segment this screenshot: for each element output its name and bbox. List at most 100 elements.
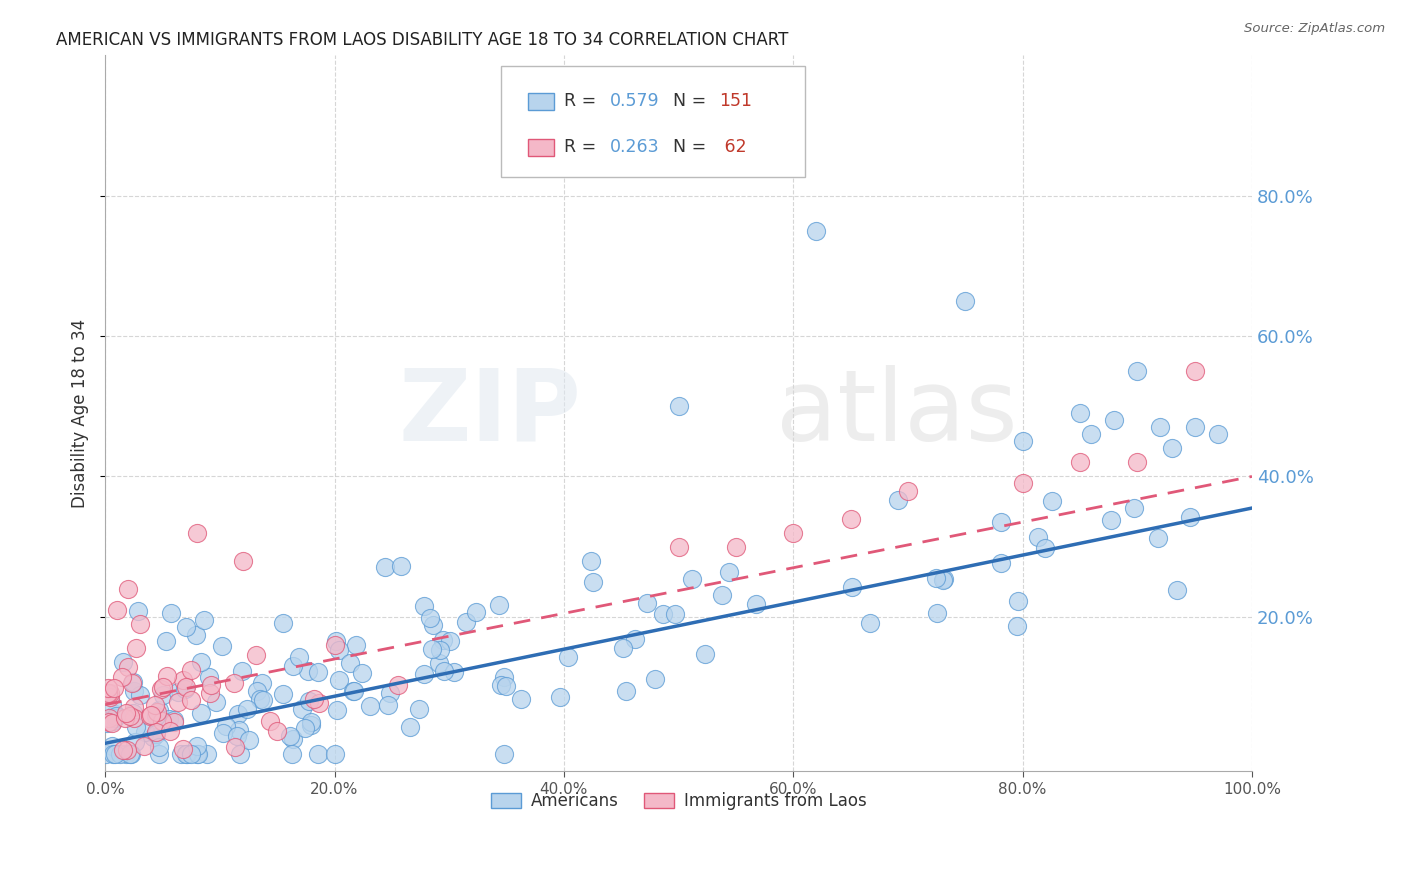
Point	[350, 665, 373, 680]
Point	[132, 739, 155, 753]
Point	[1033, 541, 1056, 555]
Point	[100, 690, 122, 705]
Point	[170, 747, 193, 761]
Point	[110, 747, 132, 761]
Point	[148, 740, 170, 755]
Point	[291, 701, 314, 715]
Point	[323, 747, 346, 761]
Point	[548, 690, 571, 704]
Point	[782, 525, 804, 540]
Point	[163, 715, 186, 730]
Point	[211, 639, 233, 653]
Point	[718, 565, 741, 579]
Point	[115, 743, 138, 757]
Point	[193, 613, 215, 627]
Point	[97, 681, 120, 695]
Point	[205, 695, 228, 709]
Point	[420, 642, 443, 657]
Point	[695, 647, 717, 661]
Point	[197, 747, 219, 761]
Point	[374, 560, 396, 574]
Point	[163, 713, 186, 727]
Point	[990, 515, 1012, 529]
Point	[299, 715, 322, 730]
Point	[174, 681, 197, 696]
Point	[245, 648, 267, 662]
Point	[343, 684, 366, 698]
Point	[325, 703, 347, 717]
Point	[101, 714, 124, 728]
Point	[249, 692, 271, 706]
Point	[886, 492, 908, 507]
Point	[146, 705, 169, 719]
Point	[150, 714, 173, 728]
Point	[1040, 493, 1063, 508]
Point	[190, 655, 212, 669]
Point	[668, 540, 690, 554]
Point	[323, 638, 346, 652]
Point	[297, 665, 319, 679]
Point	[186, 628, 208, 642]
Point	[1184, 420, 1206, 434]
Text: AMERICAN VS IMMIGRANTS FROM LAOS DISABILITY AGE 18 TO 34 CORRELATION CHART: AMERICAN VS IMMIGRANTS FROM LAOS DISABIL…	[56, 31, 789, 49]
Point	[413, 599, 436, 614]
Point	[212, 725, 235, 739]
Point	[104, 709, 127, 723]
Text: R =: R =	[564, 92, 602, 110]
Point	[112, 655, 135, 669]
Point	[271, 615, 294, 630]
Point	[148, 703, 170, 717]
Point	[155, 669, 177, 683]
Point	[122, 684, 145, 698]
Point	[124, 700, 146, 714]
Point	[186, 525, 208, 540]
Point	[98, 714, 121, 729]
Point	[925, 571, 948, 585]
Point	[614, 683, 637, 698]
Point	[427, 656, 450, 670]
Point	[114, 706, 136, 720]
Point	[1166, 583, 1188, 598]
Point	[1080, 427, 1102, 442]
Point	[138, 709, 160, 723]
Point	[215, 719, 238, 733]
Point	[134, 724, 156, 739]
Point	[495, 679, 517, 693]
Point	[152, 688, 174, 702]
Point	[644, 672, 666, 686]
Point	[96, 716, 118, 731]
Point	[172, 742, 194, 756]
Point	[557, 650, 579, 665]
Point	[454, 615, 477, 630]
Point	[155, 634, 177, 648]
Point	[624, 632, 647, 647]
Point	[104, 706, 127, 721]
Point	[187, 747, 209, 761]
Point	[190, 706, 212, 721]
Point	[246, 684, 269, 698]
Point	[1011, 434, 1033, 449]
Point	[488, 598, 510, 612]
Point	[125, 641, 148, 656]
Point	[105, 603, 128, 617]
FancyBboxPatch shape	[501, 66, 804, 177]
Point	[509, 691, 531, 706]
Point	[222, 676, 245, 690]
Point	[127, 604, 149, 618]
Point	[180, 747, 202, 761]
Point	[328, 673, 350, 687]
Point	[104, 747, 127, 761]
Text: 0.579: 0.579	[610, 92, 659, 110]
Y-axis label: Disability Age 18 to 34: Disability Age 18 to 34	[72, 318, 89, 508]
Point	[104, 711, 127, 725]
Point	[325, 633, 347, 648]
Point	[98, 686, 121, 700]
Point	[342, 684, 364, 698]
FancyBboxPatch shape	[529, 93, 554, 110]
Point	[652, 607, 675, 621]
Point	[174, 680, 197, 694]
Point	[612, 640, 634, 655]
Point	[252, 676, 274, 690]
Point	[100, 715, 122, 730]
Point	[387, 678, 409, 692]
